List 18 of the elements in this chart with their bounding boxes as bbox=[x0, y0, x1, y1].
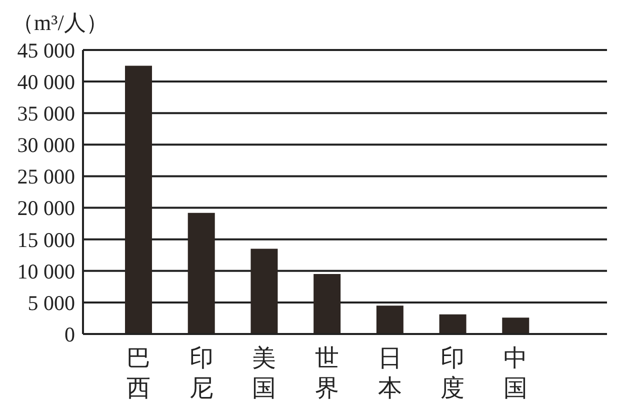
y-tick-label: 0 bbox=[64, 322, 75, 346]
y-tick-label: 40 000 bbox=[17, 70, 75, 94]
y-tick-label: 15 000 bbox=[17, 228, 75, 252]
y-tick-label: 10 000 bbox=[17, 259, 75, 284]
x-tick-label: 日本 bbox=[378, 346, 402, 402]
y-tick-label: 35 000 bbox=[17, 102, 75, 126]
x-tick-label: 印尼 bbox=[189, 346, 214, 402]
y-axis-title: （m³/人） bbox=[12, 9, 108, 37]
x-tick-label: 中国 bbox=[504, 346, 528, 402]
x-tick-label: 美国 bbox=[252, 345, 276, 402]
y-tick-label: 45 000 bbox=[17, 38, 75, 62]
y-tick-label: 30 000 bbox=[17, 133, 75, 158]
x-tick-label: 巴西 bbox=[126, 346, 150, 402]
x-tick-label: 印度 bbox=[440, 346, 465, 402]
y-tick-label: 5 000 bbox=[28, 290, 75, 315]
y-tick-label: 25 000 bbox=[17, 164, 75, 189]
x-tick-label: 世界 bbox=[315, 346, 339, 402]
y-tick-label: 20 000 bbox=[17, 196, 75, 220]
